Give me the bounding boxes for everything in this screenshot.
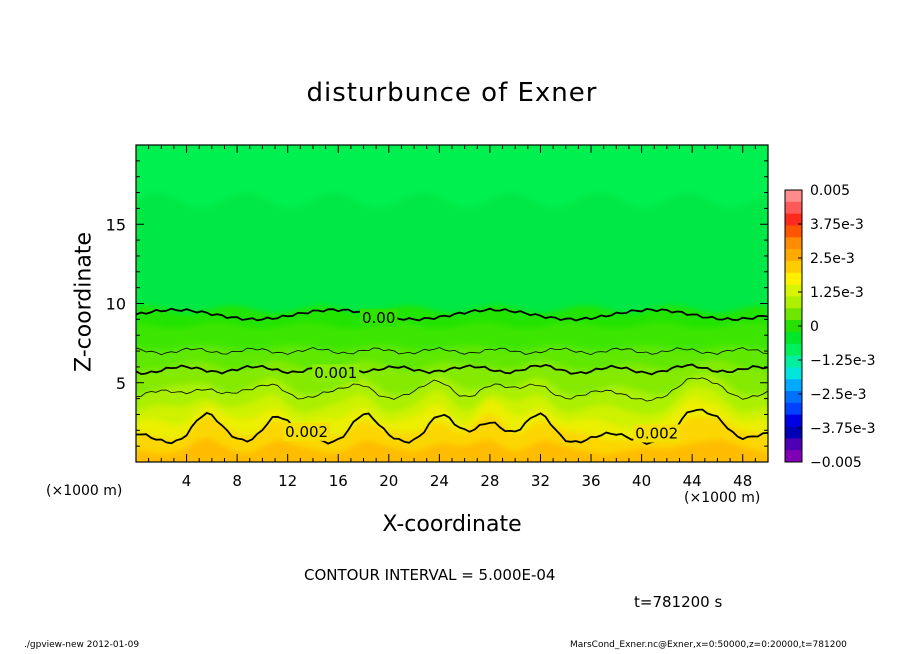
colorbar-swatch: [785, 402, 802, 416]
colorbar-swatch: [785, 426, 802, 439]
x-unit-label-right: (×1000 m): [684, 490, 761, 506]
x-tick-label: 32: [531, 472, 550, 490]
x-tick-label: 48: [733, 472, 752, 490]
contour-line: [136, 377, 768, 402]
colorbar-label: −0.005: [810, 455, 862, 471]
colorbar-swatch: [785, 438, 802, 451]
colorbar-swatch: [785, 331, 802, 345]
contour-label: 0.002: [635, 424, 678, 442]
colorbar-swatch: [785, 190, 802, 203]
colorbar-swatch: [785, 249, 802, 262]
x-unit-label-left: (×1000 m): [46, 483, 123, 499]
x-tick-label: 4: [182, 472, 192, 490]
colorbar-swatch: [785, 450, 802, 463]
colorbar-swatch: [785, 201, 802, 215]
y-tick-label: 15: [106, 215, 126, 234]
x-tick-label: 44: [683, 472, 702, 490]
y-tick-label: 10: [106, 295, 126, 314]
colorbar-label: −3.75e-3: [810, 421, 875, 437]
x-tick-label: 40: [632, 472, 651, 490]
colorbar-label: 2.5e-3: [810, 251, 855, 267]
y-axis-label: Z-coordinate: [71, 232, 97, 372]
contour-label: 0.002: [285, 423, 328, 441]
chart-title: disturbunce of Exner: [306, 78, 598, 108]
x-tick-label: 36: [581, 472, 600, 490]
colorbar-swatch: [785, 237, 802, 250]
x-tick-label: 28: [480, 472, 499, 490]
colorbar-label: −2.5e-3: [810, 387, 867, 403]
colorbar-label: 0: [810, 319, 819, 335]
x-tick-label: 20: [379, 472, 398, 490]
contour-line: [136, 307, 768, 322]
contour-fill: 0.00 0.001 0.002 0.002: [136, 145, 768, 462]
colorbar-swatch: [785, 308, 802, 321]
colorbar-swatch: [785, 320, 802, 333]
colorbar: 0.005 3.75e-3 2.5e-3 1.25e-3 0 −1.25e-3 −2.5e-…: [784, 183, 875, 471]
colorbar-swatch: [785, 367, 802, 380]
contour-label: 0.001: [314, 364, 357, 382]
colorbar-swatch: [785, 260, 802, 274]
contour-interval: CONTOUR INTERVAL = 5.000E-04: [304, 566, 556, 584]
colorbar-label: 3.75e-3: [810, 217, 864, 233]
colorbar-swatch: [785, 225, 802, 238]
colorbar-swatch: [785, 213, 802, 226]
footer-right: MarsCond_Exner.nc@Exner,x=0:50000,z=0:20…: [570, 640, 847, 650]
colorbar-swatch: [785, 391, 802, 404]
x-axis-label: X-coordinate: [382, 512, 522, 537]
colorbar-label: 0.005: [810, 183, 850, 199]
y-tick-label: 5: [116, 374, 126, 393]
colorbar-swatch: [785, 355, 802, 368]
footer-left: ./gpview-new 2012-01-09: [24, 640, 140, 650]
colorbar-label: 1.25e-3: [810, 285, 864, 301]
fill-band: [136, 438, 768, 462]
x-tick-label: 8: [232, 472, 242, 490]
colorbar-label: −1.25e-3: [810, 353, 875, 369]
colorbar-swatch: [785, 284, 802, 297]
x-tick-label: 24: [430, 472, 449, 490]
x-tick-label: 12: [278, 472, 297, 490]
contour-label: 0.00: [362, 309, 395, 327]
contour-line: [136, 347, 768, 356]
colorbar-swatch: [785, 272, 802, 286]
x-tick-label: 16: [329, 472, 348, 490]
colorbar-swatch: [785, 379, 802, 392]
time-label: t=781200 s: [634, 593, 723, 611]
colorbar-swatch: [785, 343, 802, 357]
colorbar-swatch: [785, 414, 802, 428]
colorbar-swatch: [785, 296, 802, 309]
contour-line: [136, 363, 768, 376]
